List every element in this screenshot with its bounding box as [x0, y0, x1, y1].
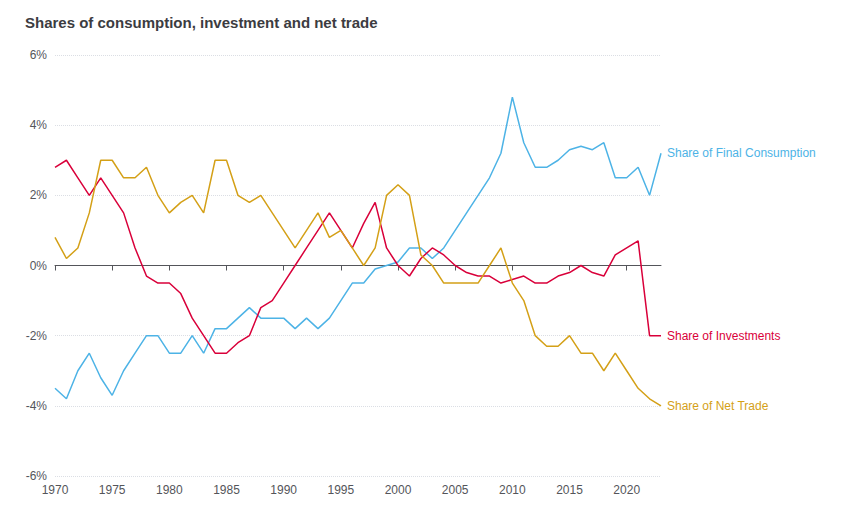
svg-text:1970: 1970	[42, 483, 69, 497]
svg-text:0%: 0%	[30, 259, 48, 273]
svg-text:1985: 1985	[213, 483, 240, 497]
svg-text:Share of Investments: Share of Investments	[667, 329, 780, 343]
svg-text:2005: 2005	[442, 483, 469, 497]
svg-text:2000: 2000	[385, 483, 412, 497]
svg-text:-4%: -4%	[26, 399, 48, 413]
svg-text:2015: 2015	[556, 483, 583, 497]
svg-text:Share of Net Trade: Share of Net Trade	[667, 399, 769, 413]
svg-text:1980: 1980	[156, 483, 183, 497]
svg-text:2010: 2010	[499, 483, 526, 497]
svg-text:Share of Final Consumption: Share of Final Consumption	[667, 146, 816, 160]
svg-text:2020: 2020	[613, 483, 640, 497]
svg-text:1995: 1995	[327, 483, 354, 497]
svg-text:1990: 1990	[270, 483, 297, 497]
svg-text:-2%: -2%	[26, 329, 48, 343]
svg-text:6%: 6%	[30, 48, 48, 62]
svg-text:4%: 4%	[30, 118, 48, 132]
svg-text:1975: 1975	[99, 483, 126, 497]
svg-text:Shares of consumption, investm: Shares of consumption, investment and ne…	[25, 14, 378, 31]
svg-text:-6%: -6%	[26, 469, 48, 483]
svg-text:2%: 2%	[30, 188, 48, 202]
